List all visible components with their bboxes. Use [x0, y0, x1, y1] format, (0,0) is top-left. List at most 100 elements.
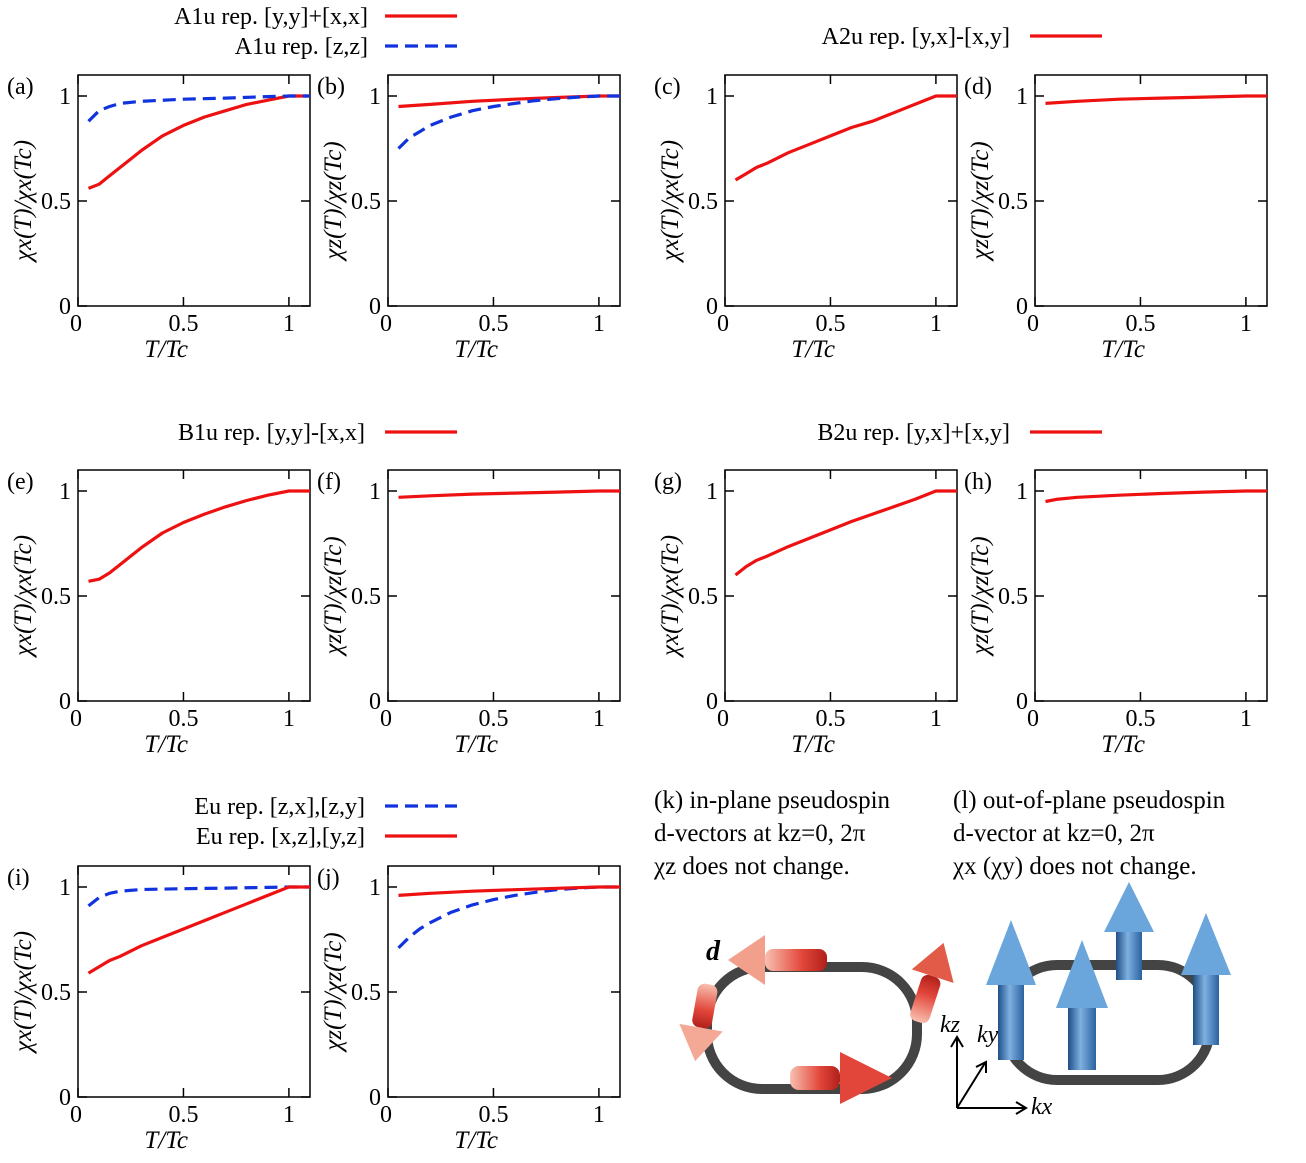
x-axis-label: T/Tc: [791, 731, 835, 758]
y-tick-label: 0: [369, 689, 381, 715]
illustration-k: d: [679, 935, 954, 1104]
red-arrow-icon: [910, 942, 954, 1024]
ky-label: ky: [977, 1022, 999, 1048]
y-tick-label: 0: [706, 294, 718, 320]
panel-label: (f): [317, 469, 341, 495]
x-tick-label: 1: [593, 311, 605, 337]
illustration-l: [986, 882, 1231, 1085]
x-tick-label: 0.5: [815, 311, 845, 337]
d-vector-label: d: [706, 936, 721, 967]
series-line: [87, 885, 310, 908]
y-tick-label: 0.5: [41, 189, 71, 215]
panel-label: (i): [7, 865, 30, 891]
plot-frame: [1034, 469, 1268, 702]
x-tick-label: 1: [593, 1102, 605, 1128]
red-arrow-icon: [790, 1052, 892, 1104]
y-tick-label: 0: [369, 1085, 381, 1111]
note-l: (l) out-of-plane pseudospin d-vector at …: [952, 787, 1226, 880]
series-line: [398, 885, 620, 897]
y-axis-label: χx(T)/χx(Tc): [10, 140, 37, 263]
y-axis-label: χz(T)/χz(Tc): [967, 141, 994, 261]
y-tick-label: 0.5: [351, 980, 381, 1006]
y-tick-label: 0.5: [41, 980, 71, 1006]
x-tick-label: 0: [380, 1102, 392, 1128]
chart-panel: 00 0.5 0.5 1 1 (f) T/Tc χz(T)/χz(Tc): [317, 469, 621, 758]
x-tick-label: 0.5: [168, 311, 198, 337]
legend-label: Eu rep. [x,z],[y,z]: [196, 824, 365, 850]
panel-label: (e): [7, 469, 34, 495]
panel-label: (c): [654, 74, 681, 100]
series-line: [397, 885, 620, 950]
y-tick-label: 0: [369, 294, 381, 320]
y-axis-label: χx(T)/χx(Tc): [10, 535, 37, 658]
y-tick-label: 0: [59, 1085, 71, 1111]
legend-label: B2u rep. [y,x]+[x,y]: [817, 420, 1010, 446]
x-axis-label: T/Tc: [144, 731, 188, 758]
x-axis-label: T/Tc: [454, 731, 498, 758]
plot-frame: [724, 74, 958, 307]
chart-panel: 00 0.5 0.5 1 1 (d) T/Tc χz(T)/χz(Tc): [964, 74, 1268, 363]
x-tick-label: 0: [717, 311, 729, 337]
y-tick-label: 1: [1016, 84, 1028, 110]
series-line: [87, 94, 310, 123]
series-line: [87, 94, 310, 190]
y-tick-label: 1: [1016, 479, 1028, 505]
series-line: [734, 489, 957, 577]
y-axis-label: χz(T)/χz(Tc): [320, 141, 347, 261]
x-tick-label: 0: [70, 706, 82, 732]
panel-label: (a): [7, 74, 34, 100]
x-tick-label: 0: [70, 1102, 82, 1128]
note-k-line2: d-vectors at kz=0, 2π: [654, 820, 866, 847]
x-tick-label: 0: [1027, 706, 1039, 732]
plot-frame: [77, 74, 311, 307]
plot-frame: [77, 469, 311, 702]
series-line: [88, 489, 310, 583]
y-tick-label: 0.5: [688, 584, 718, 610]
x-tick-label: 0.5: [1125, 706, 1155, 732]
note-l-line3: χx (χy) does not change.: [952, 853, 1197, 880]
y-tick-label: 0: [706, 689, 718, 715]
legend-label: B1u rep. [y,y]-[x,x]: [178, 420, 365, 446]
y-axis-label: χz(T)/χz(Tc): [320, 536, 347, 656]
plot-frame: [387, 74, 621, 307]
chart-panel: 00 0.5 0.5 1 1 (g) T/Tc χx(T)/χx(Tc): [654, 469, 958, 758]
x-tick-label: 1: [930, 311, 942, 337]
blue-arrow-icon: [1181, 913, 1231, 1045]
k-axes: [950, 1035, 1028, 1115]
y-tick-label: 0: [1016, 689, 1028, 715]
x-axis-label: T/Tc: [144, 336, 188, 363]
legend-label: A2u rep. [y,x]-[x,y]: [822, 24, 1010, 50]
y-tick-label: 1: [369, 875, 381, 901]
note-k-line1: (k) in-plane pseudospin: [654, 787, 891, 814]
blue-arrow-icon: [1056, 940, 1108, 1070]
x-tick-label: 0.5: [478, 311, 508, 337]
panel-label: (h): [964, 469, 992, 495]
series-line: [1045, 489, 1267, 504]
x-axis-label: T/Tc: [1101, 336, 1145, 363]
x-tick-label: 1: [283, 706, 295, 732]
x-tick-label: 1: [930, 706, 942, 732]
kz-label: kz: [940, 1012, 961, 1038]
x-axis-label: T/Tc: [144, 1127, 188, 1154]
chart-panel: 00 0.5 0.5 1 1 (j) T/Tc χz(T)/χz(Tc): [317, 865, 621, 1154]
x-tick-label: 1: [283, 1102, 295, 1128]
y-tick-label: 0.5: [351, 584, 381, 610]
legend-label: A1u rep. [y,y]+[x,x]: [174, 4, 368, 30]
series-line: [1045, 94, 1267, 105]
legends: A1u rep. [y,y]+[x,x] A1u rep. [z,z] A2u re…: [174, 4, 1102, 850]
chart-panel: 00 0.5 0.5 1 1 (h) T/Tc χz(T)/χz(Tc): [964, 469, 1268, 758]
y-axis-label: χz(T)/χz(Tc): [967, 536, 994, 656]
y-tick-label: 1: [59, 84, 71, 110]
x-tick-label: 0: [717, 706, 729, 732]
blue-arrow-icon: [986, 920, 1036, 1060]
plot-frame: [77, 865, 311, 1098]
chart-panel: 00 0.5 0.5 1 1 (a) T/Tc χx(T)/χx(Tc): [7, 74, 311, 363]
panel-label: (b): [317, 74, 345, 100]
series-line: [734, 94, 957, 182]
x-tick-label: 0.5: [478, 1102, 508, 1128]
x-tick-label: 1: [593, 706, 605, 732]
panel-label: (d): [964, 74, 992, 100]
x-tick-label: 0: [70, 311, 82, 337]
